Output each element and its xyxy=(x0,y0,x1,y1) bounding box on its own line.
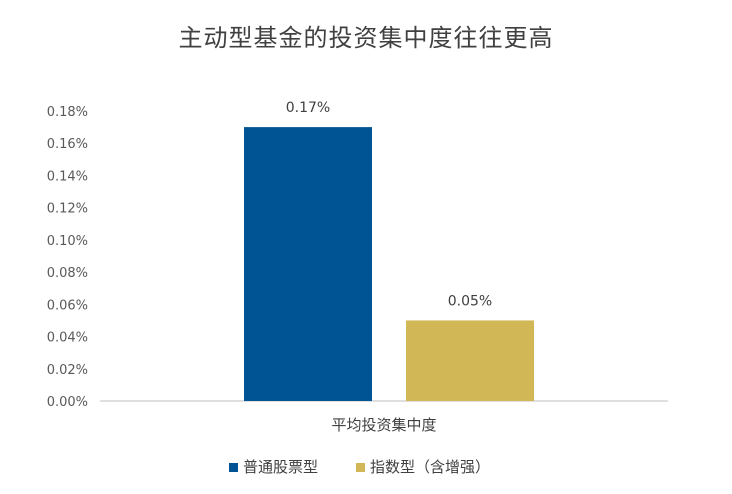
category-label: 平均投资集中度 xyxy=(331,416,436,434)
y-tick-label: 0.08% xyxy=(47,266,88,281)
y-tick-label: 0.06% xyxy=(47,298,88,313)
legend: 普通股票型 指数型（含增强） xyxy=(229,458,490,476)
bar-index xyxy=(406,320,534,401)
data-label: 0.05% xyxy=(448,293,492,309)
legend-label: 指数型（含增强） xyxy=(370,458,490,476)
y-tick-label: 0.04% xyxy=(47,331,88,346)
category-labels: 平均投资集中度 xyxy=(331,416,436,434)
legend-label: 普通股票型 xyxy=(243,458,318,476)
y-tick-label: 0.16% xyxy=(47,137,88,152)
y-axis: 0.00% 0.02% 0.04% 0.06% 0.08% 0.10% 0.12% 0.14%… xyxy=(47,105,88,410)
y-tick-label: 0.00% xyxy=(47,395,88,410)
chart-title: 主动型基金的投资集中度往往更高 xyxy=(178,24,554,52)
y-tick-label: 0.02% xyxy=(47,363,88,378)
y-tick-label: 0.12% xyxy=(47,202,88,217)
y-tick-label: 0.18% xyxy=(47,105,88,120)
legend-swatch xyxy=(229,463,238,472)
y-tick-label: 0.10% xyxy=(47,234,88,249)
legend-swatch xyxy=(356,463,365,472)
bars: 0.17% 0.05% xyxy=(244,100,534,401)
data-label: 0.17% xyxy=(286,100,330,116)
bar-stock xyxy=(244,127,372,401)
y-tick-label: 0.14% xyxy=(47,169,88,184)
